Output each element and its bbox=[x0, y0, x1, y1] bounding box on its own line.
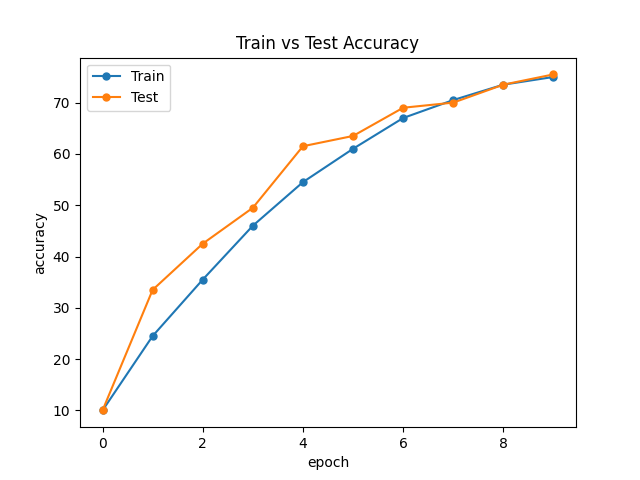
X-axis label: epoch: epoch bbox=[307, 456, 349, 470]
Title: Train vs Test Accuracy: Train vs Test Accuracy bbox=[237, 35, 419, 53]
Line: Train: Train bbox=[99, 73, 557, 414]
Test bbox=[99, 408, 106, 413]
Train bbox=[299, 179, 307, 185]
Train bbox=[349, 146, 357, 152]
Train bbox=[249, 223, 257, 228]
Train bbox=[499, 82, 507, 87]
Test bbox=[249, 205, 257, 211]
Test bbox=[399, 105, 407, 110]
Test bbox=[299, 144, 307, 149]
Y-axis label: accuracy: accuracy bbox=[33, 211, 47, 274]
Test bbox=[199, 241, 207, 247]
Line: Test: Test bbox=[99, 71, 557, 414]
Test bbox=[499, 82, 507, 87]
Train bbox=[149, 333, 157, 339]
Train bbox=[449, 97, 457, 103]
Test bbox=[349, 133, 357, 139]
Train bbox=[399, 115, 407, 121]
Test bbox=[449, 100, 457, 106]
Legend: Train, Test: Train, Test bbox=[87, 64, 170, 110]
Test bbox=[149, 287, 157, 293]
Train bbox=[550, 74, 557, 80]
Test bbox=[550, 72, 557, 77]
Train bbox=[199, 276, 207, 282]
Train bbox=[99, 408, 106, 413]
